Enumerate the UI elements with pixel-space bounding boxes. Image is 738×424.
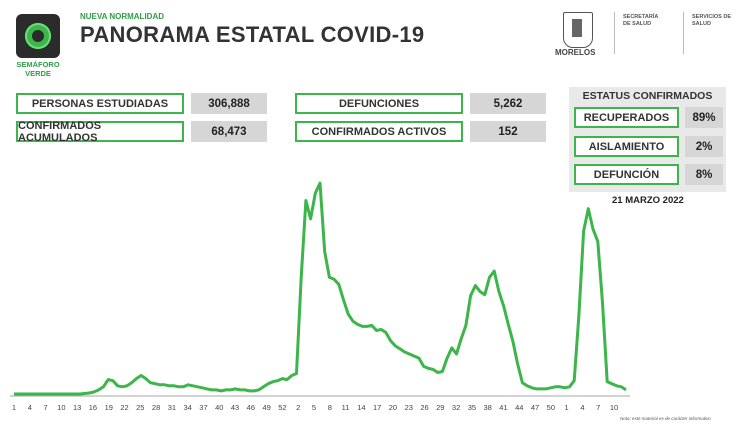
x-tick-label: 38 (484, 403, 492, 412)
page-subtitle: NUEVA NORMALIDAD (80, 12, 164, 21)
x-tick-label: 52 (278, 403, 286, 412)
x-tick-label: 35 (468, 403, 476, 412)
personas-estudiadas-label: PERSONAS ESTUDIADAS (16, 93, 184, 114)
defuncion-value: 8% (685, 164, 723, 185)
x-tick-label: 43 (231, 403, 239, 412)
divider (683, 12, 684, 54)
x-tick-label: 8 (328, 403, 332, 412)
semaforo-label: SEMÁFORO VERDE (16, 60, 60, 78)
x-tick-label: 41 (499, 403, 507, 412)
recuperados-label: RECUPERADOS (574, 107, 679, 128)
defunciones-label: DEFUNCIONES (295, 93, 463, 114)
personas-estudiadas-value: 306,888 (191, 93, 267, 114)
x-tick-label: 20 (389, 403, 397, 412)
x-tick-label: 29 (436, 403, 444, 412)
servicios-salud-logo: SERVICIOS DE SALUD (692, 14, 732, 27)
x-tick-label: 4 (28, 403, 32, 412)
x-tick-label: 16 (89, 403, 97, 412)
x-tick-label: 40 (215, 403, 223, 412)
divider (614, 12, 615, 54)
x-tick-label: 19 (105, 403, 113, 412)
x-tick-label: 22 (120, 403, 128, 412)
x-tick-label: 7 (596, 403, 600, 412)
x-tick-label: 23 (405, 403, 413, 412)
x-tick-label: 28 (152, 403, 160, 412)
x-tick-label: 5 (312, 403, 316, 412)
page-title: PANORAMA ESTATAL COVID-19 (80, 22, 425, 47)
x-tick-label: 17 (373, 403, 381, 412)
x-tick-label: 31 (168, 403, 176, 412)
x-tick-label: 7 (43, 403, 47, 412)
x-tick-label: 34 (184, 403, 192, 412)
x-tick-label: 10 (57, 403, 65, 412)
x-tick-label: 32 (452, 403, 460, 412)
confirmados-activos-label: CONFIRMADOS ACTIVOS (295, 121, 463, 142)
recuperados-value: 89% (685, 107, 723, 128)
report-date: 21 MARZO 2022 (612, 195, 684, 206)
status-title: ESTATUS CONFIRMADOS (582, 90, 713, 102)
series-line (14, 181, 627, 396)
defunciones-value: 5,262 (470, 93, 546, 114)
confirmados-activos-value: 152 (470, 121, 546, 142)
confirmados-acumulados-label: CONFIRMADOS ACUMULADOS (16, 120, 184, 144)
x-tick-label: 10 (610, 403, 618, 412)
footnote: Nota: este material es de carácter infor… (620, 416, 711, 421)
x-tick-label: 49 (262, 403, 270, 412)
x-tick-label: 44 (515, 403, 523, 412)
x-tick-label: 37 (199, 403, 207, 412)
aislamiento-label: AISLAMIENTO (574, 136, 679, 157)
x-tick-label: 1 (565, 403, 569, 412)
x-tick-label: 26 (420, 403, 428, 412)
x-tick-label: 25 (136, 403, 144, 412)
confirmados-acumulados-value: 68,473 (191, 121, 267, 142)
morelos-logo-text: MORELOS (555, 48, 596, 57)
aislamiento-value: 2% (685, 136, 723, 157)
semaforo-icon (16, 14, 60, 58)
x-tick-label: 50 (547, 403, 555, 412)
x-tick-label: 13 (73, 403, 81, 412)
x-tick-label: 4 (580, 403, 584, 412)
x-tick-label: 14 (357, 403, 365, 412)
morelos-logo-icon (563, 12, 593, 48)
x-tick-label: 47 (531, 403, 539, 412)
x-tick-label: 2 (296, 403, 300, 412)
x-tick-label: 1 (12, 403, 16, 412)
secretaria-salud-logo: SECRETARÍA DE SALUD (623, 14, 659, 27)
x-tick-label: 11 (342, 403, 350, 412)
x-tick-label: 46 (247, 403, 255, 412)
defuncion-label: DEFUNCIÓN (574, 164, 679, 185)
